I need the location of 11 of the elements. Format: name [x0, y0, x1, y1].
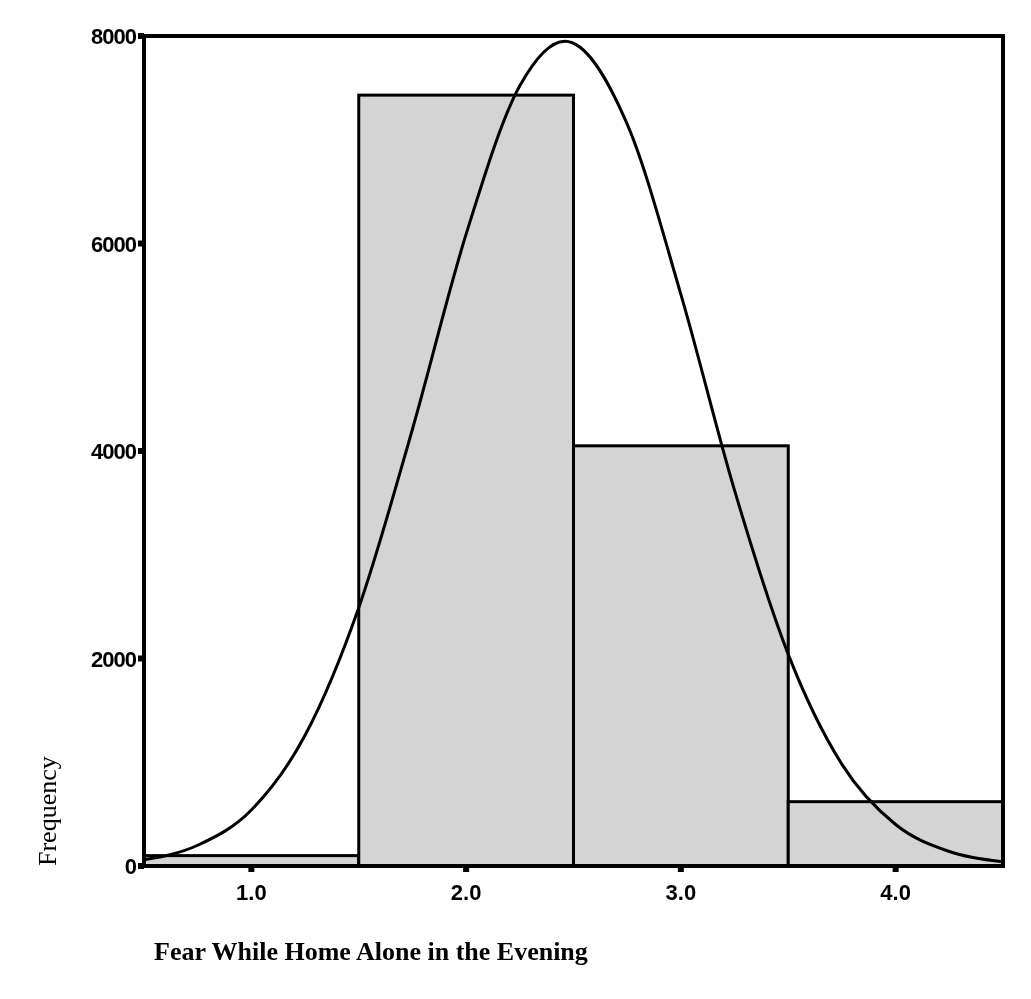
y-tick-label: 0	[124, 854, 137, 879]
y-tick-label: 4000	[91, 439, 137, 464]
y-tick-label: 8000	[91, 24, 137, 49]
y-axis-title: Frequency	[33, 756, 62, 866]
x-tick-label: 3.0	[665, 880, 697, 905]
x-tick-label: 1.0	[236, 880, 267, 905]
x-tick-label: 2.0	[450, 880, 482, 905]
y-tick-label: 6000	[91, 231, 137, 257]
x-tick-label: 4.0	[880, 880, 911, 905]
x-axis-title: Fear While Home Alone in the Evening	[154, 937, 588, 966]
y-tick-label: 2000	[91, 646, 137, 672]
